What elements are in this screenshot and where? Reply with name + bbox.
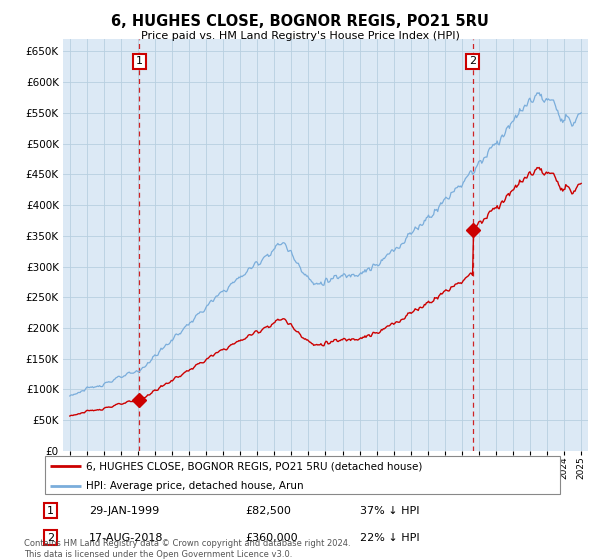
Text: Price paid vs. HM Land Registry's House Price Index (HPI): Price paid vs. HM Land Registry's House … <box>140 31 460 41</box>
Text: £82,500: £82,500 <box>245 506 292 516</box>
Text: 6, HUGHES CLOSE, BOGNOR REGIS, PO21 5RU: 6, HUGHES CLOSE, BOGNOR REGIS, PO21 5RU <box>111 14 489 29</box>
Text: 37% ↓ HPI: 37% ↓ HPI <box>361 506 420 516</box>
Text: 29-JAN-1999: 29-JAN-1999 <box>89 506 159 516</box>
Text: Contains HM Land Registry data © Crown copyright and database right 2024.
This d: Contains HM Land Registry data © Crown c… <box>24 539 350 559</box>
Text: HPI: Average price, detached house, Arun: HPI: Average price, detached house, Arun <box>86 482 304 491</box>
FancyBboxPatch shape <box>44 456 560 494</box>
Text: 1: 1 <box>47 506 54 516</box>
Text: 2: 2 <box>47 533 55 543</box>
Text: 22% ↓ HPI: 22% ↓ HPI <box>361 533 420 543</box>
Text: 1: 1 <box>136 57 143 67</box>
Text: £360,000: £360,000 <box>245 533 298 543</box>
Text: 2: 2 <box>469 57 476 67</box>
Text: 17-AUG-2018: 17-AUG-2018 <box>89 533 163 543</box>
Text: 6, HUGHES CLOSE, BOGNOR REGIS, PO21 5RU (detached house): 6, HUGHES CLOSE, BOGNOR REGIS, PO21 5RU … <box>86 461 423 471</box>
